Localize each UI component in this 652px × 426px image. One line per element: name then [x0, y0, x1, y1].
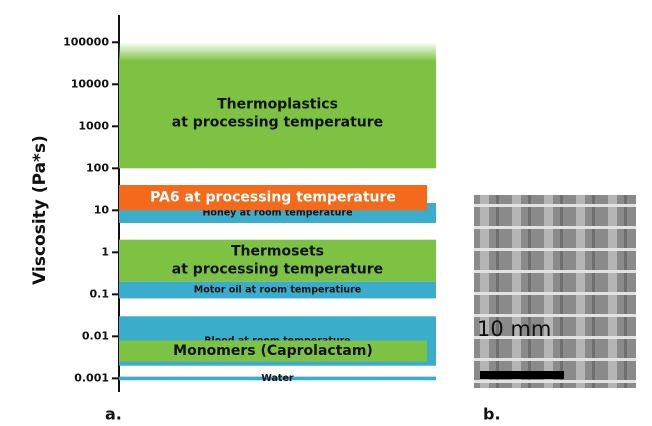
- bar-label: at processing temperature: [172, 114, 383, 130]
- fabric-photo: [474, 195, 636, 388]
- bar-label: at processing temperature: [172, 262, 383, 278]
- bar-label: Thermoplastics: [217, 96, 338, 112]
- panel-label: b.: [483, 405, 501, 424]
- y-axis-label: Viscosity (Pa*s): [30, 135, 50, 285]
- bar-label: Monomers (Caprolactam): [173, 343, 373, 359]
- y-tick-label: 0.1: [90, 287, 110, 300]
- bar-label: Thermosets: [231, 244, 324, 260]
- y-tick-label: 100: [86, 161, 109, 174]
- bar-label: PA6 at processing temperature: [150, 190, 396, 206]
- bar-label: Motor oil at room temperatiure: [194, 285, 362, 296]
- panel-label: a.: [105, 405, 122, 424]
- y-tick-label: 1000: [78, 119, 109, 132]
- y-tick-label: 0.001: [74, 371, 109, 384]
- figure: Viscosity (Pa*s) 10 mm a. b. 0.001 0.01 0.…: [0, 0, 652, 426]
- y-tick-label: 100000: [63, 35, 109, 48]
- y-tick-label: 10000: [71, 77, 110, 90]
- y-tick-label: 1: [101, 245, 109, 258]
- bar-label: Water: [261, 373, 294, 384]
- y-tick-label: 10: [94, 203, 110, 216]
- y-tick-label: 0.01: [82, 329, 109, 342]
- scale-bar: [480, 371, 564, 379]
- scale-text: 10 mm: [477, 317, 551, 341]
